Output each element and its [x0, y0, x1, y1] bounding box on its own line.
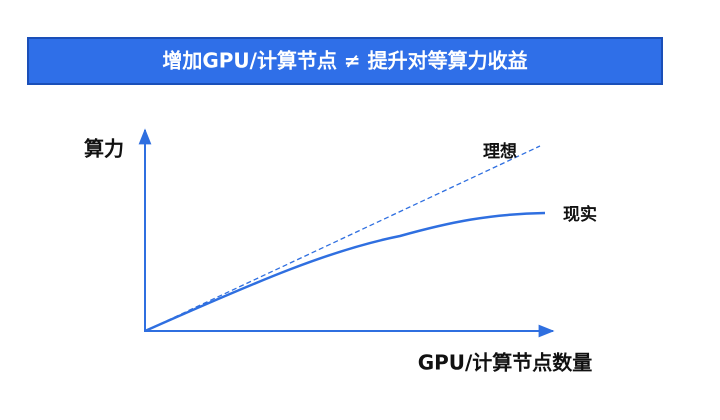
- actual-label: 现实: [563, 204, 597, 225]
- y-axis-label: 算力: [84, 137, 124, 161]
- actual-curve: [144, 211, 546, 333]
- ideal-curve: [144, 145, 541, 332]
- ideal-label: 理想: [483, 141, 517, 162]
- title-banner: [27, 37, 663, 85]
- banner-title: 增加GPU/计算节点 ≠ 提升对等算力收益: [162, 49, 527, 73]
- x-axis-label: GPU/计算节点数量: [418, 351, 593, 375]
